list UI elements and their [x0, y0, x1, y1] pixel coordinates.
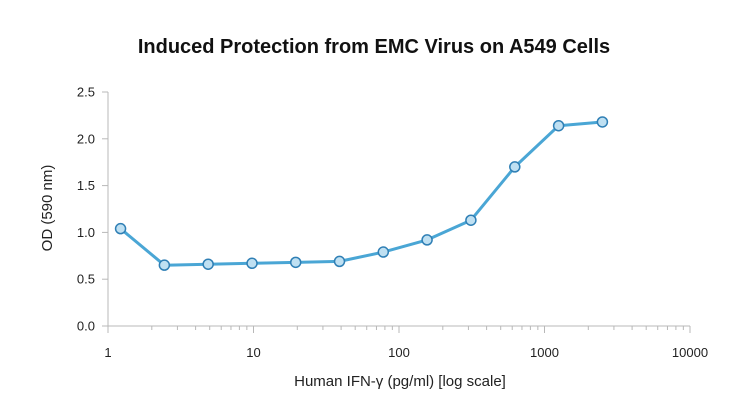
y-axis: 0.0 0.5 1.0 1.5 2.0 2.5	[77, 85, 109, 334]
data-point	[377, 246, 390, 258]
x-tick-label: 10	[246, 345, 260, 360]
x-tick-label: 1	[104, 345, 111, 360]
data-point	[202, 258, 214, 270]
y-axis-title: OD (590 nm)	[39, 165, 56, 252]
chart-title: Induced Protection from EMC Virus on A54…	[138, 36, 610, 58]
data-point	[421, 234, 433, 246]
y-tick-label: 1.0	[77, 225, 95, 240]
y-tick-label: 2.5	[77, 85, 95, 100]
x-axis-title: Human IFN-γ (pg/ml) [log scale]	[294, 373, 506, 390]
data-point	[596, 116, 609, 128]
x-tick-label: 100	[388, 345, 410, 360]
data-point	[114, 222, 127, 235]
data-point	[465, 214, 477, 226]
y-tick-label: 2.0	[77, 131, 95, 146]
data-point	[552, 119, 565, 132]
x-tick-label: 10000	[672, 345, 708, 360]
y-tick-label: 0.0	[77, 319, 95, 334]
series	[114, 116, 609, 271]
data-point	[158, 259, 171, 271]
series-line	[119, 120, 604, 267]
y-tick-label: 0.5	[77, 272, 95, 287]
data-point	[289, 256, 302, 269]
x-axis: 1 10 100 1000 10000	[104, 325, 708, 360]
y-tick-label: 1.5	[77, 178, 95, 193]
x-tick-label: 1000	[530, 345, 559, 360]
data-point	[509, 161, 521, 173]
data-point	[333, 255, 346, 268]
data-point	[246, 257, 258, 270]
